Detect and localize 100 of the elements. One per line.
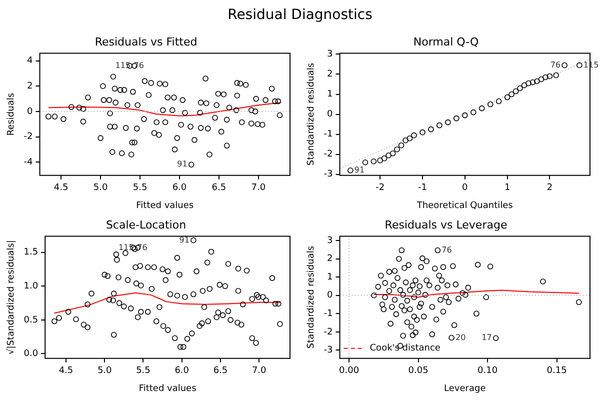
annotation: 91	[354, 165, 365, 174]
y-tick-label: 0	[27, 106, 34, 117]
point	[538, 76, 544, 82]
x-tick-label: 6.5	[212, 183, 226, 194]
annotation: 17	[482, 333, 492, 342]
annotation: 76	[550, 60, 561, 70]
x-tick-label: -1	[418, 183, 427, 194]
point	[370, 158, 377, 164]
x-tick-label: 5.0	[93, 183, 108, 194]
x-tick-label: 7.0	[252, 366, 267, 376]
x-tick-label: 5.0	[97, 366, 112, 376]
x-axis-title: Leverage	[444, 384, 486, 394]
x-tick-label: 0.15	[546, 366, 567, 376]
annotation: 91	[177, 160, 188, 169]
y-tick-label: 1	[327, 272, 333, 282]
point	[576, 62, 582, 68]
y-axis-title: Residuals	[6, 92, 17, 136]
y-axis-title: Standardized residuals	[306, 62, 317, 166]
chart-title: Normal Q-Q	[413, 35, 479, 48]
point	[542, 74, 548, 80]
point	[504, 94, 510, 100]
point	[508, 91, 514, 98]
y-tick-label: -1	[324, 130, 333, 140]
point	[347, 167, 354, 174]
chart-title: Residuals vs Leverage	[384, 218, 508, 232]
y-tick-label: 2	[27, 81, 33, 92]
point	[394, 146, 400, 152]
point	[381, 155, 388, 162]
y-tick-label: 3	[327, 236, 333, 246]
point	[436, 122, 442, 128]
y-tick-label: -3	[324, 170, 333, 180]
y-tick-label: 3	[327, 50, 333, 60]
y-tick-label: 0	[327, 290, 334, 301]
x-tick-label: 6.0	[172, 183, 187, 194]
point	[377, 157, 383, 164]
annotation: 91	[179, 235, 190, 244]
point	[512, 88, 519, 94]
point	[526, 80, 532, 86]
point	[445, 119, 451, 126]
point	[411, 132, 417, 138]
point	[386, 152, 392, 158]
x-tick-label: 5.5	[136, 366, 150, 376]
y-tick-label: 1.0	[24, 282, 38, 292]
point	[562, 62, 568, 68]
text: Residual Diagnostics	[226, 6, 374, 25]
x-tick-label: 6.0	[174, 366, 190, 376]
chart-title: Scale-Location	[106, 218, 186, 232]
x-tick-label: 0	[462, 183, 468, 194]
point	[521, 82, 528, 88]
x-tick-label: 0.10	[478, 366, 498, 376]
annotation: 20	[456, 332, 466, 342]
y-tick-label: 0.5	[24, 315, 38, 326]
point	[517, 85, 523, 92]
y-tick-label: 2	[327, 70, 333, 80]
point	[390, 150, 396, 156]
x-tick-label: 1	[504, 183, 510, 194]
point	[398, 142, 404, 148]
point	[487, 101, 494, 108]
x-axis-title: Fitted values	[136, 200, 194, 211]
x-tick-label: 2	[546, 183, 553, 194]
x-tick-label: 4.5	[54, 183, 68, 194]
y-tick-label: 1.5	[24, 248, 38, 258]
point	[534, 78, 540, 84]
point	[454, 115, 460, 122]
y-tick-label: -2	[24, 132, 33, 142]
x-tick-label: 0.00	[339, 366, 360, 376]
x-tick-label: -2	[376, 183, 385, 194]
x-tick-label: 4.5	[58, 366, 74, 376]
y-tick-label: -3	[324, 346, 333, 356]
legend-label: Cook's distance	[370, 344, 441, 354]
y-tick-label: -4	[24, 157, 34, 168]
point	[402, 137, 408, 144]
y-tick-label: -2	[324, 327, 333, 338]
y-tick-label: 2	[327, 254, 333, 264]
point	[362, 159, 368, 166]
point	[406, 135, 413, 142]
point	[420, 129, 426, 136]
x-tick-label: 7.0	[251, 183, 266, 194]
point	[530, 79, 536, 86]
point	[428, 126, 434, 132]
point	[496, 98, 502, 104]
x-tick-label: 0.05	[408, 366, 428, 376]
y-tick-label: 4	[27, 56, 34, 66]
chart-title: Residuals vs Fitted	[94, 35, 198, 48]
y-tick-label: 1	[327, 90, 333, 100]
y-axis-title: √|Standardized residuals|	[6, 240, 17, 355]
point	[470, 109, 476, 116]
y-tick-label: 0	[327, 110, 334, 120]
point	[546, 73, 553, 80]
annotation: 76	[442, 245, 452, 254]
y-axis-title: Standardized residuals	[306, 246, 317, 349]
x-tick-label: 5.5	[132, 183, 148, 194]
y-tick-label: 0.0	[24, 349, 38, 360]
point	[462, 112, 468, 118]
x-axis-title: Fitted values	[138, 384, 197, 394]
x-tick-label: 6.5	[213, 366, 228, 376]
y-tick-label: -1	[324, 308, 333, 319]
point	[478, 105, 485, 112]
point	[553, 72, 559, 78]
x-axis-title: Theoretical Quantiles	[416, 200, 514, 211]
